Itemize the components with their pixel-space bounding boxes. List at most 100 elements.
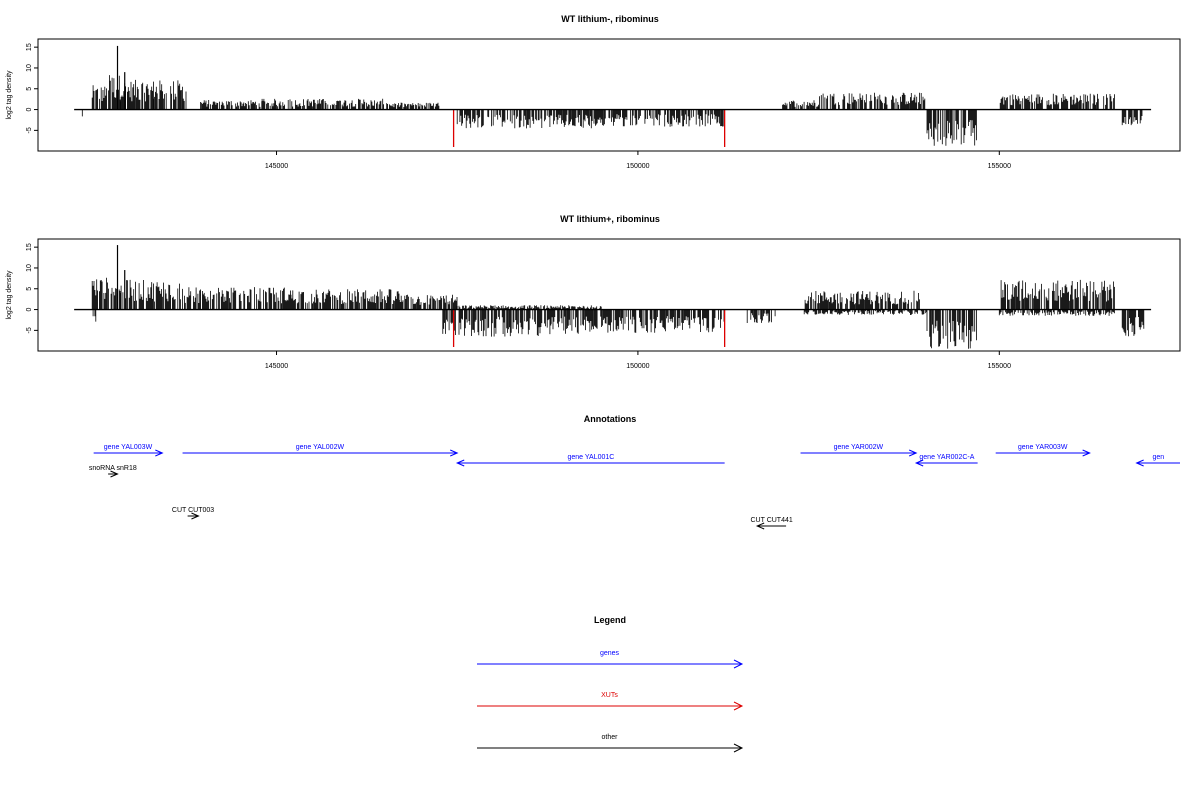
feature-arrowhead [110,470,119,478]
plot-frame [37,238,1181,352]
reverse-strand-block [926,309,977,349]
tag-spikes [442,309,552,337]
feature-label: CUT CUT441 [750,517,792,524]
feature-arrowhead [908,449,918,457]
reverse-strand-block [926,109,977,146]
annotation-track: Annotations gene YAL003W gene YAL002W gene… [89,414,1180,530]
forward-strand-block [120,279,181,310]
tag-spikes [1000,279,1115,310]
reverse-strand-block [456,109,595,129]
legend-arrowhead [733,743,744,753]
x-tick-label: 150000 [626,163,649,170]
annotation-feature: gene YAR002C-A [914,454,978,467]
legend-item: other [477,734,744,753]
x-tick-label: 150000 [626,363,649,370]
feature-arrowhead [1082,449,1091,457]
legend-title: Legend [594,615,626,625]
tag-spikes [594,109,724,127]
signal-marks [74,245,1152,349]
tag-spikes [804,290,920,310]
tag-spikes [120,279,181,310]
tag-spikes [153,80,187,110]
reverse-strand-block [442,309,552,337]
legend-item: XUTs [477,692,744,711]
y-tick-label: 0 [26,308,33,312]
feature-arrowhead [1135,459,1144,467]
x-tick-label: 155000 [988,363,1011,370]
y-tick-label: 0 [26,108,33,112]
plot-frame [37,38,1181,152]
y-axis-label: log2 tag density [6,70,13,120]
tag-spikes [1121,109,1143,126]
forward-strand-block [804,290,920,310]
feature-label: gene YAL001C [568,454,615,461]
y-tick-label: -5 [26,127,33,133]
annotation-feature: CUT CUT003 [172,507,214,520]
feature-label: gen [1152,454,1164,461]
forward-strand-block [818,92,926,110]
tag-spikes [182,287,291,310]
feature-label: gene YAL003W [104,444,153,451]
x-axis-ticks: 145000 150000 155000 [265,351,1011,370]
track-panel-lithium-minus: WT lithium-, ribominus log2 tag density … [6,14,1181,170]
forward-strand-block [399,294,458,310]
feature-label: snoRNA snR18 [89,465,137,472]
feature-label: gene YAR003W [1018,444,1068,451]
tag-spikes [998,309,1115,316]
y-tick-label: 5 [26,87,33,91]
feature-arrowhead [755,522,765,530]
annotation-feature: gene YAL001C [455,454,725,467]
feature-arrowhead [155,449,164,457]
tag-spikes [818,92,926,110]
annotations-title: Annotations [584,414,637,424]
forward-strand-block [120,79,154,110]
annotation-feature: gene YAR002W [800,444,918,457]
reverse-strand-block [1121,109,1143,126]
feature-label: gene YAR002C-A [919,454,974,461]
forward-strand-block [91,85,107,110]
reverse-strand-block [803,309,927,315]
feature-arrowhead [450,449,459,457]
tag-spikes [456,109,595,129]
tag-spikes [926,309,977,349]
y-tick-label: 10 [26,64,33,72]
y-tick-label: 15 [26,243,33,251]
y-axis-ticks: -5 0 5 10 15 [26,243,38,333]
tag-spikes [1121,309,1145,337]
tag-spikes [926,109,977,146]
forward-strand-block [782,100,819,110]
feature-arrowhead [914,459,924,467]
reverse-strand-block [998,309,1115,316]
legend-label: other [602,734,619,741]
feature-label: gene YAR002W [834,444,884,451]
y-tick-label: -5 [26,327,33,333]
feature-label: gene YAL002W [296,444,345,451]
y-tick-label: 10 [26,264,33,272]
tag-spikes [386,102,440,110]
x-axis-ticks: 145000 150000 155000 [265,151,1011,170]
feature-label: CUT CUT003 [172,507,214,514]
tag-spikes [120,79,154,110]
tag-spikes [746,309,776,323]
reverse-strand-block [550,309,725,334]
forward-strand-block [386,102,440,110]
feature-arrowhead [455,459,465,467]
annotation-feature: gene YAL003W [93,444,164,457]
reverse-strand-block [92,309,97,322]
tag-spikes [91,85,107,110]
tag-spikes [290,289,400,310]
annotation-feature: snoRNA snR18 [89,465,137,478]
legend-arrowhead [733,701,744,711]
panel-title: WT lithium-, ribominus [561,14,659,24]
annotation-feature: gene YAL002W [182,444,459,457]
signal-marks [74,45,1152,147]
forward-strand-block [290,289,400,310]
tag-spikes [782,100,819,110]
forward-strand-block [999,93,1115,110]
legend-label: XUTs [601,692,618,699]
tag-spikes [803,309,927,315]
annotation-feature: gene YAR003W [995,444,1091,457]
forward-strand-block [91,277,122,310]
feature-arrowhead [191,512,200,520]
reverse-strand-block [1121,309,1145,337]
